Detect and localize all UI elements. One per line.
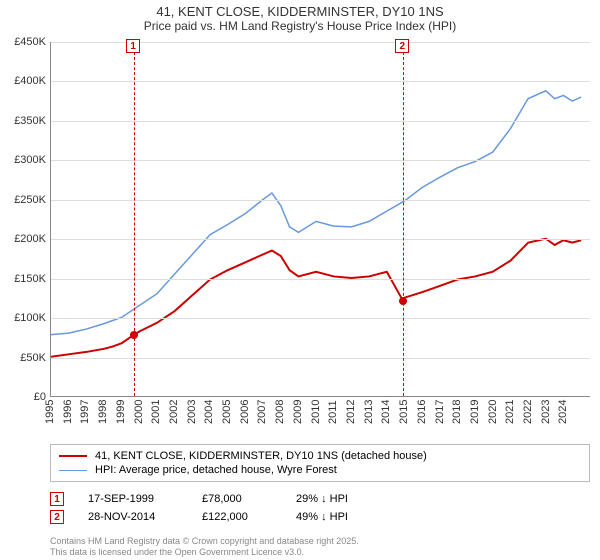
y-tick-label: £300K xyxy=(0,154,46,166)
y-tick-label: £250K xyxy=(0,194,46,206)
sale-annotations: 1 17-SEP-1999 £78,000 29% ↓ HPI 2 28-NOV… xyxy=(50,490,590,526)
legend-swatch xyxy=(59,470,87,471)
legend-item-price-paid: 41, KENT CLOSE, KIDDERMINSTER, DY10 1NS … xyxy=(59,449,581,463)
y-tick-label: £100K xyxy=(0,312,46,324)
sale-marker-box: 1 xyxy=(126,39,140,53)
annotation-diff: 29% ↓ HPI xyxy=(296,493,386,505)
x-tick-label: 2010 xyxy=(310,400,322,424)
y-tick-label: £150K xyxy=(0,273,46,285)
legend-label: 41, KENT CLOSE, KIDDERMINSTER, DY10 1NS … xyxy=(95,450,427,462)
x-tick-label: 2009 xyxy=(292,400,304,424)
y-tick-label: £0 xyxy=(0,391,46,403)
annotation-date: 28-NOV-2014 xyxy=(88,511,178,523)
chart-svg xyxy=(51,42,590,396)
x-tick-label: 2023 xyxy=(540,400,552,424)
annotation-diff: 49% ↓ HPI xyxy=(296,511,386,523)
annotation-row: 2 28-NOV-2014 £122,000 49% ↓ HPI xyxy=(50,508,590,526)
x-tick-label: 1999 xyxy=(115,400,127,424)
x-tick-label: 2004 xyxy=(203,400,215,424)
x-tick-label: 2008 xyxy=(274,400,286,424)
annotation-price: £122,000 xyxy=(202,511,272,523)
x-tick-label: 2002 xyxy=(168,400,180,424)
chart-container: 41, KENT CLOSE, KIDDERMINSTER, DY10 1NS … xyxy=(0,0,600,560)
annotation-marker: 2 xyxy=(50,510,64,524)
x-tick-label: 2021 xyxy=(504,400,516,424)
x-tick-label: 2024 xyxy=(557,400,569,424)
x-tick-label: 1995 xyxy=(44,400,56,424)
title-block: 41, KENT CLOSE, KIDDERMINSTER, DY10 1NS … xyxy=(0,0,600,35)
x-axis-labels: 1995199619971998199920002001200220032004… xyxy=(50,400,590,440)
x-tick-label: 2016 xyxy=(416,400,428,424)
x-tick-label: 2013 xyxy=(363,400,375,424)
y-tick-label: £450K xyxy=(0,36,46,48)
legend-label: HPI: Average price, detached house, Wyre… xyxy=(95,464,337,476)
legend-item-hpi: HPI: Average price, detached house, Wyre… xyxy=(59,463,581,477)
legend-box: 41, KENT CLOSE, KIDDERMINSTER, DY10 1NS … xyxy=(50,444,590,482)
title-address: 41, KENT CLOSE, KIDDERMINSTER, DY10 1NS xyxy=(0,4,600,19)
y-tick-label: £400K xyxy=(0,75,46,87)
legend-swatch xyxy=(59,455,87,457)
annotation-date: 17-SEP-1999 xyxy=(88,493,178,505)
x-tick-label: 2000 xyxy=(133,400,145,424)
x-tick-label: 2006 xyxy=(239,400,251,424)
x-tick-label: 2003 xyxy=(186,400,198,424)
x-tick-label: 1997 xyxy=(79,400,91,424)
footer-line2: This data is licensed under the Open Gov… xyxy=(50,547,359,558)
annotation-row: 1 17-SEP-1999 £78,000 29% ↓ HPI xyxy=(50,490,590,508)
x-tick-label: 2022 xyxy=(522,400,534,424)
footer-line1: Contains HM Land Registry data © Crown c… xyxy=(50,536,359,547)
x-tick-label: 2020 xyxy=(487,400,499,424)
x-tick-label: 2014 xyxy=(380,400,392,424)
x-tick-label: 1998 xyxy=(97,400,109,424)
sale-marker-box: 2 xyxy=(395,39,409,53)
x-tick-label: 2017 xyxy=(434,400,446,424)
annotation-price: £78,000 xyxy=(202,493,272,505)
footer-attribution: Contains HM Land Registry data © Crown c… xyxy=(50,536,359,558)
x-tick-label: 2015 xyxy=(398,400,410,424)
x-tick-label: 2018 xyxy=(451,400,463,424)
x-tick-label: 2005 xyxy=(221,400,233,424)
y-tick-label: £350K xyxy=(0,115,46,127)
annotation-marker: 1 xyxy=(50,492,64,506)
y-tick-label: £50K xyxy=(0,352,46,364)
x-tick-label: 2007 xyxy=(256,400,268,424)
x-tick-label: 2012 xyxy=(345,400,357,424)
title-subtitle: Price paid vs. HM Land Registry's House … xyxy=(0,19,600,33)
x-tick-label: 1996 xyxy=(62,400,74,424)
chart-plot-area xyxy=(50,42,590,397)
x-tick-label: 2011 xyxy=(327,400,339,424)
y-tick-label: £200K xyxy=(0,233,46,245)
x-tick-label: 2019 xyxy=(469,400,481,424)
x-tick-label: 2001 xyxy=(150,400,162,424)
